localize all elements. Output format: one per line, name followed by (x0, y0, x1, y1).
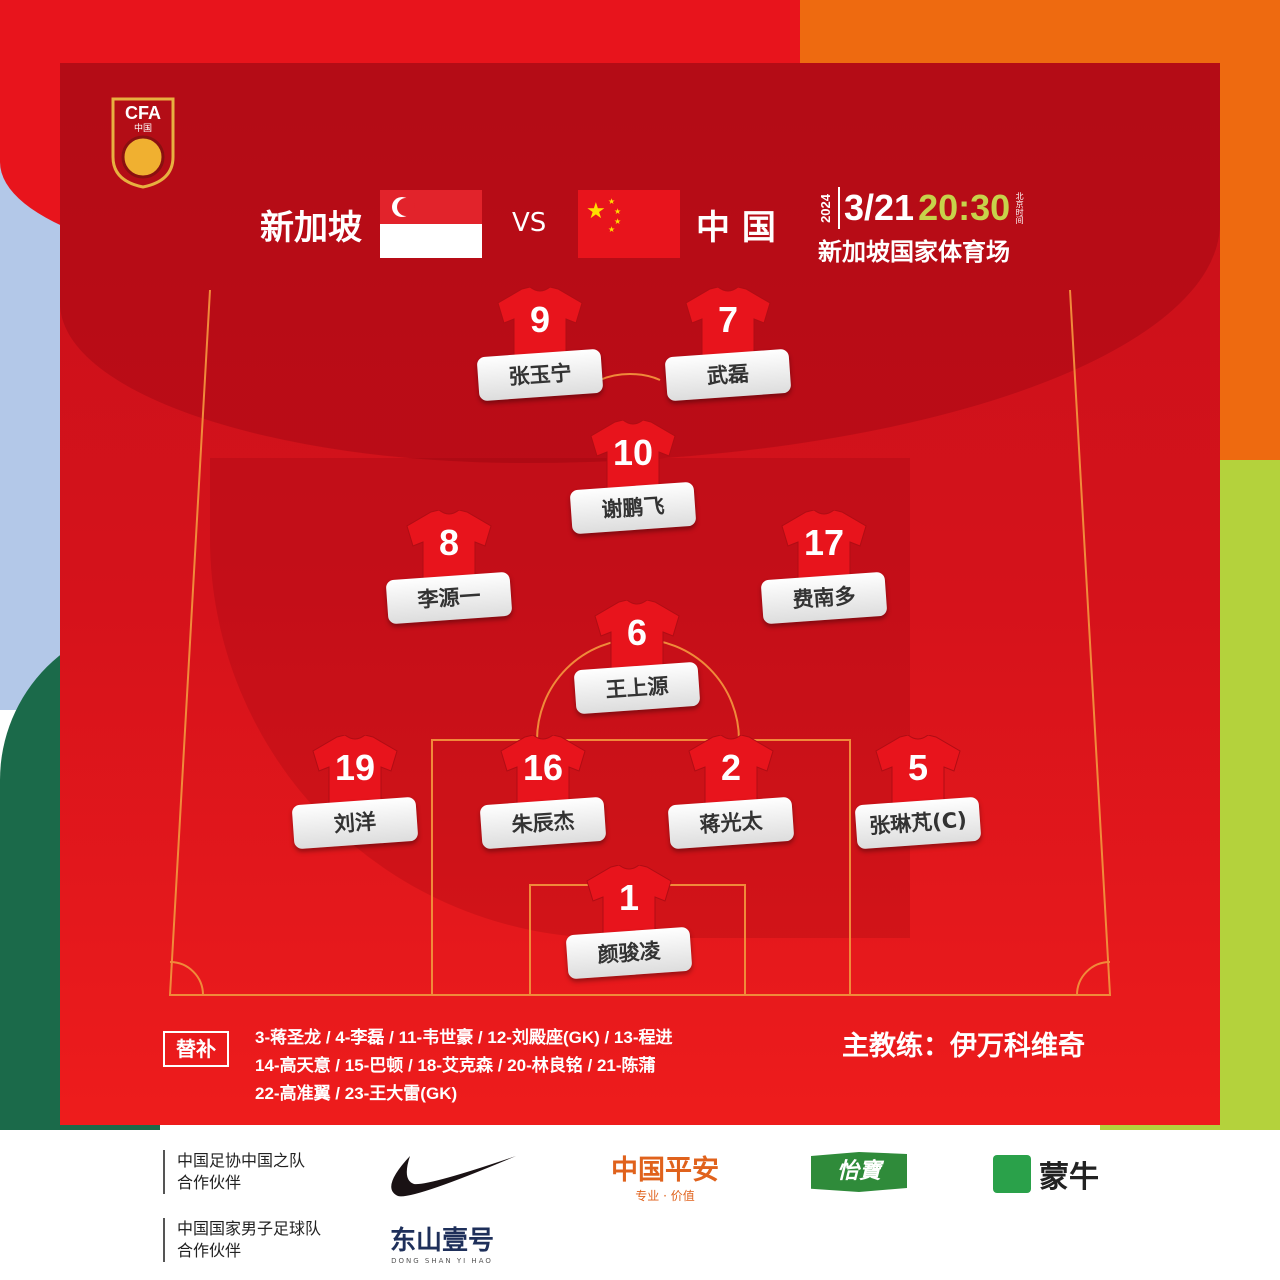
jersey-icon (685, 287, 771, 367)
china-flag: ★ ★ ★ ★ ★ (578, 190, 680, 258)
svg-text:★: ★ (608, 197, 615, 206)
player-name: 武磊 (664, 348, 792, 402)
player-card: 9 张玉宁 (470, 287, 610, 407)
dongshan-logo: 东山壹号 DONG SHAN YI HAO (390, 1220, 494, 1265)
player-name: 李源一 (385, 571, 513, 625)
jersey-number: 1 (618, 877, 640, 918)
jersey-number: 5 (907, 747, 929, 788)
yibao-logo: 怡寶 (811, 1152, 907, 1192)
jersey-number: 2 (720, 747, 742, 788)
jersey-icon (688, 735, 774, 815)
jersey-icon (500, 735, 586, 815)
jersey-icon (594, 600, 680, 680)
player-card: 7 武磊 (658, 287, 798, 407)
svg-text:★: ★ (608, 225, 615, 234)
substitutes-line: 3-蒋圣龙 / 4-李磊 / 11-韦世豪 / 12-刘殿座(GK) / 13-… (255, 1028, 673, 1047)
player-card: 16 朱辰杰 (473, 735, 613, 855)
jersey-number: 16 (522, 747, 564, 788)
nike-logo (391, 1156, 516, 1197)
jersey-icon (875, 735, 961, 815)
jersey-number: 6 (626, 612, 648, 653)
substitutes-list: 3-蒋圣龙 / 4-李磊 / 11-韦世豪 / 12-刘殿座(GK) / 13-… (255, 1024, 830, 1108)
dongshan-name: 东山壹号 (390, 1226, 495, 1256)
svg-text:★: ★ (614, 207, 621, 216)
svg-text:★: ★ (586, 199, 606, 224)
partner-line: 中国国家男子足球队 (177, 1219, 322, 1238)
partner-line: 合作伙伴 (177, 1241, 242, 1260)
time-zone: 北京时间 (1015, 192, 1025, 224)
partner-line: 合作伙伴 (177, 1173, 242, 1192)
jersey-icon (497, 287, 583, 367)
pingan-name: 中国平安 (611, 1155, 719, 1186)
pingan-logo: 中国平安专业 · 价值 (598, 1148, 732, 1204)
player-card: 10 谢鹏飞 (563, 420, 703, 540)
substitutes-label: 替补 (163, 1031, 229, 1067)
substitutes-line: 14-高天意 / 15-巴顿 / 18-艾克森 / 20-林良铭 / 21-陈蒲 (255, 1056, 656, 1075)
partner-label-1: 中国足协中国之队 合作伙伴 (163, 1150, 305, 1194)
svg-text:CFA: CFA (125, 103, 161, 123)
home-team: 新加坡 (260, 208, 362, 248)
jersey-number: 10 (612, 432, 654, 473)
partner-line: 中国足协中国之队 (177, 1151, 306, 1170)
venue: 新加坡国家体育场 (818, 238, 1010, 266)
mengniu-logo: 蒙牛 (993, 1152, 1133, 1196)
jersey-icon (406, 510, 492, 590)
player-card: 19 刘洋 (285, 735, 425, 855)
pingan-slogan: 专业 · 价值 (635, 1189, 695, 1203)
away-team: 中 国 (696, 208, 776, 248)
match-year: 2024 (818, 193, 833, 223)
player-name: 张琳芃(C) (854, 796, 982, 850)
player-card: 2 蒋光太 (661, 735, 801, 855)
mengniu-name: 蒙牛 (1039, 1160, 1099, 1195)
dongshan-sub: DONG SHAN YI HAO (391, 1257, 493, 1265)
head-coach: 主教练：伊万科维奇 (842, 1031, 1085, 1062)
cfa-logo: CFA 中国 (111, 97, 175, 189)
svg-text:★: ★ (614, 217, 621, 226)
jersey-number: 19 (334, 747, 376, 788)
match-date: 3/21 (838, 187, 914, 229)
player-name: 张玉宁 (476, 348, 604, 402)
player-name: 蒋光太 (667, 796, 795, 850)
jersey-number: 7 (717, 299, 739, 340)
player-name: 刘洋 (291, 796, 419, 850)
match-time: 20:30 (918, 187, 1011, 228)
partner-label-2: 中国国家男子足球队 合作伙伴 (163, 1218, 321, 1262)
jersey-icon (590, 420, 676, 500)
jersey-icon (312, 735, 398, 815)
player-card: 17 费南多 (754, 510, 894, 630)
player-name: 王上源 (573, 661, 701, 715)
jersey-number: 17 (803, 522, 845, 563)
svg-text:中国: 中国 (134, 122, 152, 134)
jersey-number: 8 (438, 522, 460, 563)
player-card: 5 张琳芃(C) (848, 735, 988, 855)
vs-label: VS (512, 208, 547, 238)
jersey-icon (781, 510, 867, 590)
singapore-flag (380, 190, 482, 258)
player-card: 1 颜骏凌 (559, 865, 699, 985)
player-card: 6 王上源 (567, 600, 707, 720)
player-card: 8 李源一 (379, 510, 519, 630)
jersey-number: 9 (529, 299, 551, 340)
player-name: 颜骏凌 (565, 926, 693, 980)
player-name: 费南多 (760, 571, 888, 625)
player-name: 朱辰杰 (479, 796, 607, 850)
jersey-icon (586, 865, 672, 945)
substitutes-line: 22-高准翼 / 23-王大雷(GK) (255, 1084, 458, 1103)
match-info: 2024 3/21 20:30 北京时间 新加坡国家体育场 (818, 186, 1038, 267)
player-name: 谢鹏飞 (569, 481, 697, 535)
